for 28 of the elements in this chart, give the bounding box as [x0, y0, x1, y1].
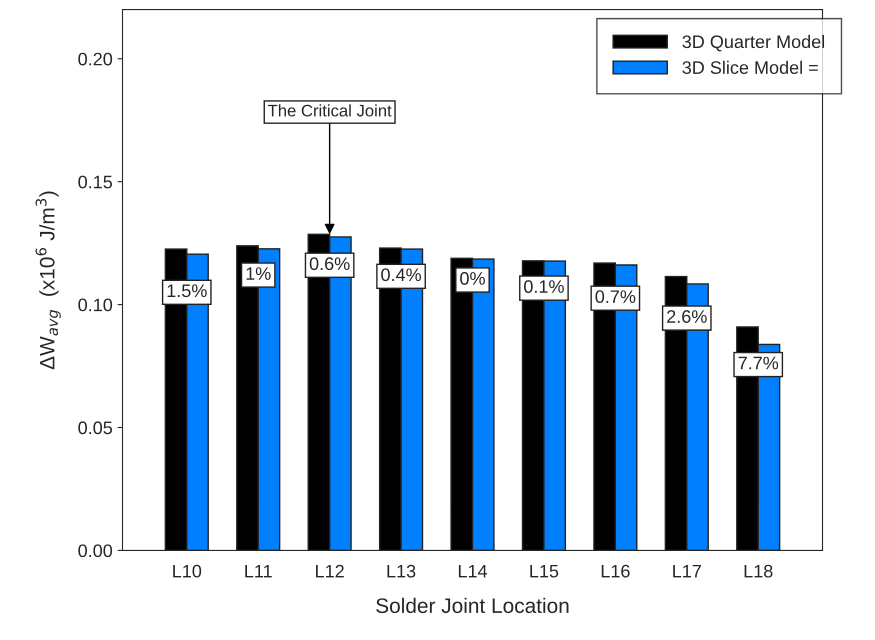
annotation: 1%	[246, 267, 271, 280]
x-tick-label: L17	[673, 564, 701, 578]
annotation: 2.6%	[667, 310, 707, 323]
annotation: 0.4%	[381, 268, 422, 282]
annotation: 0.6%	[310, 257, 350, 270]
y-tick-label: 0.15	[78, 176, 112, 188]
legend-label: 3D Slice Model =	[682, 60, 818, 74]
y-tick-label: 0.05	[78, 421, 112, 434]
x-tick-label: L18	[744, 564, 772, 578]
y-tick-label: 0.20	[78, 52, 112, 66]
x-tick-label: L12	[316, 564, 344, 578]
legend-label: 3D Quarter Model	[682, 34, 824, 52]
annotation: 0.7%	[595, 290, 636, 304]
x-axis-title: Solder Joint Location	[376, 598, 568, 614]
x-tick-label: L14	[458, 564, 488, 578]
y-axis-title: ΔW$_{avg}$ (x10$^{6}$ J/m$^{3}$)	[36, 192, 61, 370]
annotation: The Critical Joint	[268, 104, 392, 117]
x-tick-label: L15	[530, 564, 558, 578]
x-tick-label: L11	[245, 564, 272, 578]
y-tick-label: 0.10	[78, 298, 112, 312]
annotation: 0%	[460, 272, 485, 285]
annotation: 0.1%	[524, 280, 564, 293]
x-tick-label: L10	[173, 564, 202, 578]
y-tick-label: 0.00	[78, 544, 112, 558]
x-tick-label: L16	[602, 564, 630, 578]
x-tick-label: L13	[387, 564, 416, 578]
annotation: 7.7%	[738, 356, 778, 370]
annotation: 1.5%	[168, 284, 207, 298]
